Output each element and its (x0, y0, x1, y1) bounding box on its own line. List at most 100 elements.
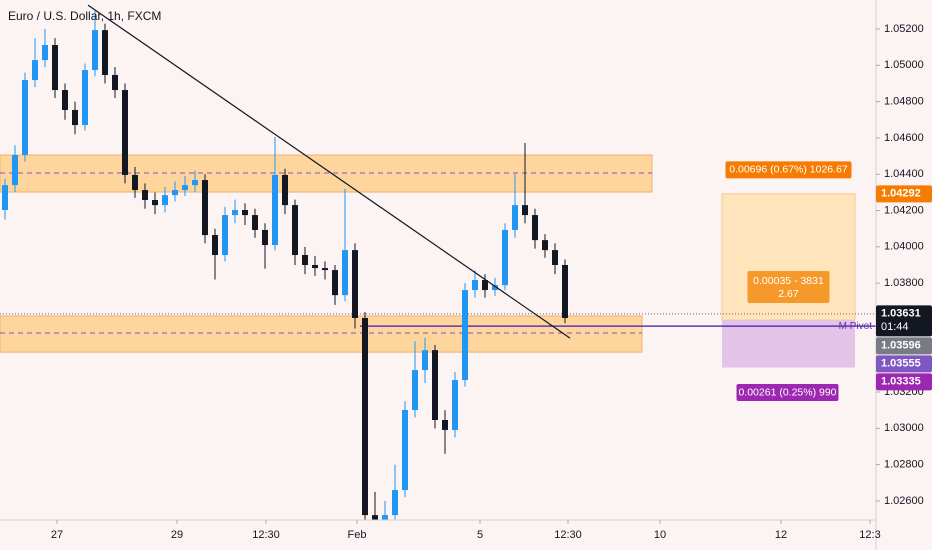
candle-body (512, 205, 518, 230)
y-tick-label: 1.04800 (884, 96, 924, 108)
x-tick-label: 12 (775, 529, 787, 541)
y-tick-label: 1.03000 (884, 422, 924, 434)
candle-body (102, 30, 108, 75)
candle-body (132, 174, 138, 191)
price-tag-label: 1.03555 (881, 358, 921, 370)
candle-body (382, 515, 388, 520)
stop-label-bg (736, 384, 839, 402)
candle-body (212, 235, 218, 256)
price-tag (876, 305, 932, 337)
trendline (87, 4, 571, 339)
candle-body (242, 209, 248, 216)
stop-label: 0.00261 (0.25%) 990 (738, 386, 836, 398)
candle-body (442, 419, 448, 430)
candle-body (432, 350, 438, 420)
candle-body (422, 350, 428, 371)
candle-body (82, 70, 88, 126)
candle-body (52, 45, 58, 91)
zone (0, 315, 643, 353)
candle-body (282, 174, 288, 206)
candle-body (452, 380, 458, 430)
y-tick-label: 1.04600 (884, 132, 924, 144)
y-tick-label: 1.02800 (884, 459, 924, 471)
candle-body (162, 195, 168, 206)
candle-body (152, 200, 158, 206)
y-tick-label: 1.02600 (884, 495, 924, 507)
candle-body (192, 180, 198, 186)
axes: 1.05200 1.05000 1.04800 1.04600 1.04400 1.042… (51, 23, 932, 541)
candle-body (262, 229, 268, 246)
price-tag-label: 1.04292 (881, 188, 921, 200)
y-tick-label: 1.03800 (884, 277, 924, 289)
candle-body (402, 410, 408, 491)
candle-body (562, 264, 568, 318)
candle-body (462, 290, 468, 381)
mid-label-bg (747, 271, 830, 303)
x-tick-label: 12:30 (252, 529, 280, 541)
x-tick-label: 12:30 (554, 529, 582, 541)
candle-body (362, 317, 368, 516)
candle-body (352, 250, 358, 318)
candle-body (542, 240, 548, 251)
candle-body (272, 174, 278, 246)
candle-body (292, 205, 298, 256)
candle-body (72, 109, 78, 126)
x-tick-label: 29 (171, 529, 183, 541)
y-tick-label: 1.04200 (884, 204, 924, 216)
candle-body (2, 185, 8, 210)
candle-body (552, 250, 558, 265)
x-tick-label: 10 (654, 529, 666, 541)
candle-body (372, 515, 378, 520)
target-label: 0.00696 (0.67%) 1026.67 (729, 164, 848, 176)
mid-label: 0.00035 - 3831 (753, 275, 824, 287)
price-tag-label: 1.03335 (881, 376, 921, 388)
x-tick-label: 27 (51, 529, 63, 541)
x-tick-label: Feb (348, 529, 367, 541)
price-tag (876, 185, 932, 203)
candle-body (92, 30, 98, 71)
x-tick-label: 5 (477, 529, 483, 541)
candle-body (522, 205, 528, 216)
chart-title: Euro / U.S. Dollar, 1h, FXCM (8, 9, 161, 23)
candle-body (392, 490, 398, 516)
x-tick-label: 12:3 (859, 529, 880, 541)
plot-area: 0.00696 (0.67%) 1026.67 0.00035 - 38312.6… (0, 4, 876, 520)
y-tick-label: 1.04400 (884, 168, 924, 180)
candle-body (182, 185, 188, 191)
candle-body (332, 270, 338, 296)
candle-body (62, 90, 68, 110)
loss-zone (722, 320, 855, 368)
candle-body (472, 280, 478, 291)
candle-body (232, 209, 238, 216)
candle-body (492, 285, 498, 291)
candle-body (202, 180, 208, 236)
candle-body (502, 229, 508, 286)
candle-body (252, 215, 258, 230)
candle-body (482, 280, 488, 291)
candle-body (322, 268, 328, 271)
candle-body (532, 215, 538, 241)
candle-body (312, 264, 318, 269)
price-tag (876, 355, 932, 373)
price-tag-label: 1.03631 (881, 308, 921, 320)
target-label-bg (725, 161, 852, 179)
mid-label: 2.67 (778, 288, 799, 300)
candle-body (142, 190, 148, 201)
pivot-label: M Pivot (839, 321, 873, 332)
candle-body (412, 370, 418, 411)
y-tick-label: 1.04000 (884, 241, 924, 253)
candle-body (32, 60, 38, 81)
y-tick-label: 1.05000 (884, 59, 924, 71)
price-tag (876, 337, 932, 355)
y-tick-label: 1.05200 (884, 23, 924, 35)
candle-body (42, 45, 48, 61)
countdown: 01:44 (881, 321, 909, 333)
candle-body (342, 250, 348, 296)
candle-body (222, 215, 228, 256)
zone (0, 154, 653, 193)
candle-body (112, 74, 118, 91)
candle-body (172, 190, 178, 196)
candle-body (22, 80, 28, 156)
price-tag-label: 1.03596 (881, 340, 921, 352)
